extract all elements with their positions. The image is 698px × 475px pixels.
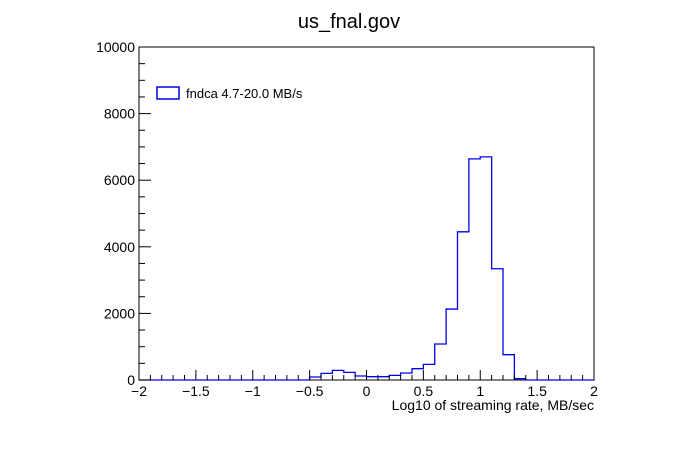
x-axis: −2 −1.5 −1 −0.5 0 0.5 1 1.5 2 — [131, 370, 598, 399]
y-tick-label: 8000 — [104, 106, 135, 122]
legend: fndca 4.7-20.0 MB/s — [156, 86, 303, 101]
x-tick-label: 2 — [590, 383, 598, 399]
y-tick-label: 10000 — [96, 39, 135, 55]
legend-swatch — [156, 86, 180, 100]
y-tick-label: 0 — [127, 372, 135, 388]
x-tick-label: −1 — [245, 383, 261, 399]
x-tick-label: −0.5 — [296, 383, 324, 399]
y-tick-label: 2000 — [104, 305, 135, 321]
x-tick-label: −2 — [131, 383, 147, 399]
histogram-line — [139, 156, 594, 381]
y-axis: 0 2000 4000 6000 8000 10000 — [96, 39, 151, 388]
chart-title: us_fnal.gov — [298, 11, 400, 33]
x-tick-label: 1.5 — [527, 383, 547, 399]
x-tick-label: 1 — [476, 383, 484, 399]
x-tick-label: 0 — [363, 383, 371, 399]
x-axis-label: Log10 of streaming rate, MB/sec — [392, 397, 594, 413]
histogram-series — [139, 156, 594, 381]
legend-label: fndca 4.7-20.0 MB/s — [186, 86, 303, 101]
y-tick-label: 6000 — [104, 172, 135, 188]
x-tick-label: 0.5 — [414, 383, 434, 399]
x-tick-label: −1.5 — [182, 383, 210, 399]
y-tick-label: 4000 — [104, 239, 135, 255]
